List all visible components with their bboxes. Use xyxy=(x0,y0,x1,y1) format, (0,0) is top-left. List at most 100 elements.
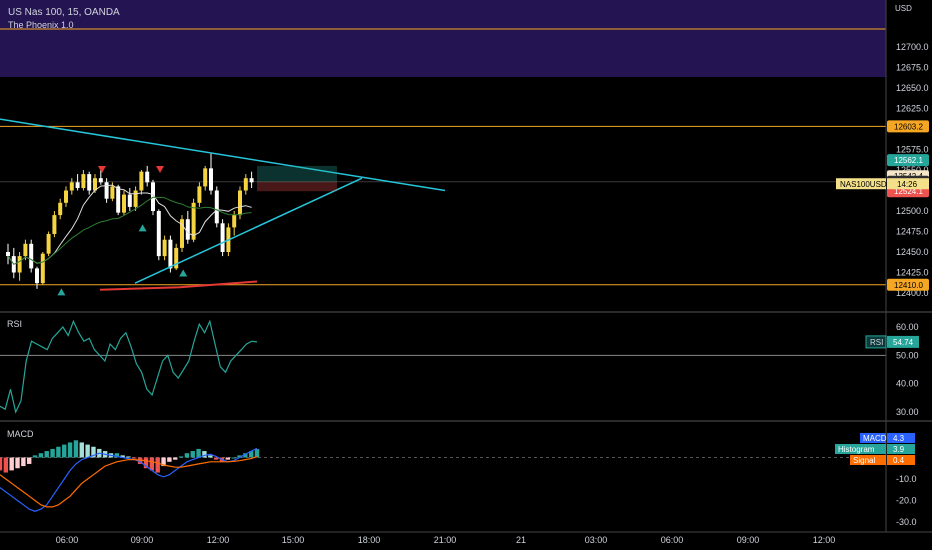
price-panel[interactable] xyxy=(0,28,886,296)
macd-histogram-bar xyxy=(91,446,96,458)
time-tick-label: 12:00 xyxy=(813,535,836,545)
macd-histogram-bar xyxy=(248,451,254,458)
candle-body xyxy=(29,243,34,269)
candle-body xyxy=(209,168,213,191)
macd-histogram-bar xyxy=(56,446,61,458)
candle-body xyxy=(64,190,68,203)
macd-name-box xyxy=(860,433,886,443)
stop-zone[interactable] xyxy=(257,181,337,192)
candle-body xyxy=(203,168,208,187)
macd-histogram-bar xyxy=(21,457,26,467)
rsi-tick-label: 30.00 xyxy=(896,407,919,417)
macd-name-label: Signal xyxy=(853,456,875,465)
macd-histogram-bar xyxy=(32,455,38,458)
descending-trendline[interactable] xyxy=(0,118,446,192)
rsi-tick-label: 60.00 xyxy=(896,322,919,332)
macd-histogram-bar xyxy=(178,456,184,458)
macd-histogram-bar xyxy=(9,457,14,471)
countdown-label: 14:26 xyxy=(897,180,918,189)
candle-body xyxy=(104,182,109,199)
macd-histogram-bar xyxy=(114,453,120,458)
candle-body xyxy=(139,171,144,191)
macd-histogram-bar xyxy=(254,449,260,458)
candle-body xyxy=(238,190,242,216)
candle-body xyxy=(87,174,92,191)
candle-body xyxy=(69,182,74,191)
symbol-tag-box xyxy=(836,178,886,190)
macd-histogram-bar xyxy=(62,444,67,458)
time-tick-label: 09:00 xyxy=(737,535,760,545)
purple-supply-zone xyxy=(0,0,886,77)
macd-histogram-bar xyxy=(190,451,195,458)
macd-value-box xyxy=(887,444,915,454)
macd-histogram-bar xyxy=(155,457,160,473)
candle-body xyxy=(220,223,225,252)
macd-histogram-bar xyxy=(213,457,219,460)
candle-body xyxy=(243,178,248,191)
price-tick-label: 12425.0 xyxy=(896,268,929,278)
candle-body xyxy=(133,190,138,207)
rsi-value-box xyxy=(887,335,919,348)
candle-body xyxy=(110,186,115,199)
signal-line xyxy=(0,456,258,508)
candle-body xyxy=(122,194,126,213)
macd-name-label: MACD xyxy=(863,434,887,443)
macd-histogram-bar xyxy=(67,442,73,458)
rsi-panel[interactable] xyxy=(0,319,886,414)
macd-histogram-bar xyxy=(237,455,242,458)
candle-body xyxy=(168,239,173,269)
price-tick-label: 12575.0 xyxy=(896,145,929,155)
price-axis[interactable]: 12700.012675.012650.012625.012600.012575… xyxy=(0,0,932,532)
time-tick-label: 03:00 xyxy=(585,535,608,545)
price-tick-label: 12550.0 xyxy=(896,165,929,175)
rsi-value-label: 54.74 xyxy=(893,338,914,347)
target-zone[interactable] xyxy=(257,165,337,182)
indicator-name: The Phoenix 1.0 xyxy=(8,20,74,30)
macd-histogram-bar xyxy=(50,448,55,458)
price-tick-label: 12475.0 xyxy=(896,227,929,237)
candle-body xyxy=(145,171,150,183)
price-label-box xyxy=(887,120,929,133)
macd-histogram-bar xyxy=(184,453,190,458)
time-tick-label: 12:00 xyxy=(207,535,230,545)
candle-body xyxy=(58,202,63,216)
macd-panel[interactable] xyxy=(0,440,886,512)
macd-histogram-bar xyxy=(126,456,131,458)
candle-body xyxy=(17,256,22,273)
macd-histogram-bar xyxy=(120,455,125,458)
macd-value-label: 3.9 xyxy=(893,445,905,454)
candle-body xyxy=(116,186,121,213)
macd-histogram-bar xyxy=(225,457,230,460)
price-tick-label: 12625.0 xyxy=(896,104,929,114)
macd-histogram-bar xyxy=(0,457,3,471)
candle-body xyxy=(162,239,167,257)
macd-tick-label: -20.0 xyxy=(896,496,917,506)
time-tick-label: 21 xyxy=(516,535,526,545)
macd-histogram-bar xyxy=(173,457,178,460)
macd-histogram-bar xyxy=(44,451,49,458)
macd-histogram-bar xyxy=(3,457,9,473)
ascending-trendline[interactable] xyxy=(134,177,363,284)
price-tick-label: 12500.0 xyxy=(896,206,929,216)
rsi-tick-label: 40.00 xyxy=(896,379,919,389)
macd-histogram-bar xyxy=(231,457,236,459)
time-tick-label: 06:00 xyxy=(56,535,79,545)
macd-value-box xyxy=(887,455,915,465)
candle-body xyxy=(23,243,28,257)
currency-label: USD xyxy=(895,4,912,13)
candle-body xyxy=(46,233,51,254)
macd-histogram-bar xyxy=(38,453,44,458)
time-axis[interactable]: 06:00 09:00 12:00 15:00 18:00 21:00 21 03:00 06:… xyxy=(0,531,932,545)
rsi-line xyxy=(0,319,258,414)
symbol-tag-name: NAS100USD xyxy=(840,180,887,189)
moving-average-long xyxy=(99,280,258,291)
macd-name-box xyxy=(850,455,886,465)
candle-body xyxy=(156,211,161,257)
candle-body xyxy=(151,182,155,211)
candle-body xyxy=(52,215,57,234)
candle-body xyxy=(191,202,196,240)
macd-histogram-bar xyxy=(15,457,20,469)
macd-histogram-bar xyxy=(202,451,207,458)
price-label-value: 12603.2 xyxy=(894,122,923,131)
